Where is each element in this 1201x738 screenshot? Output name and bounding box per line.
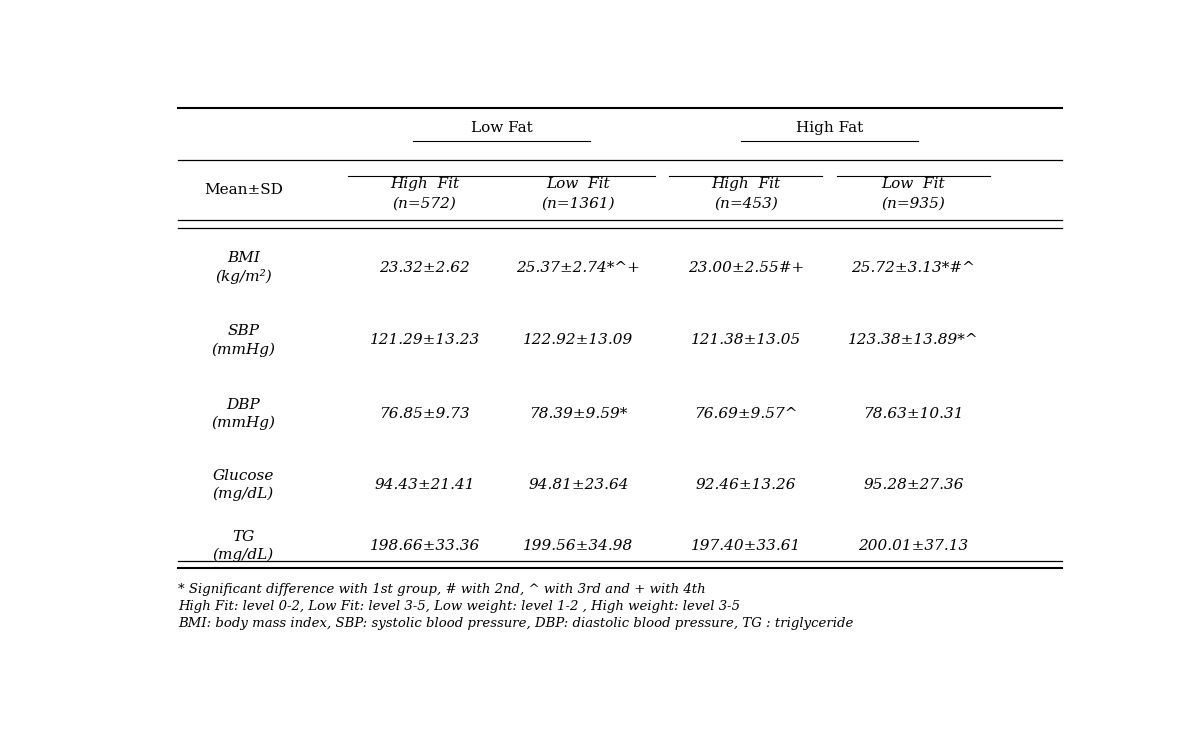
Text: 198.66±33.36: 198.66±33.36 [370, 539, 480, 553]
Text: 197.40±33.61: 197.40±33.61 [691, 539, 801, 553]
Text: 78.63±10.31: 78.63±10.31 [864, 407, 963, 421]
Text: High Fat: High Fat [796, 121, 864, 135]
Text: (mg/dL): (mg/dL) [213, 548, 274, 562]
Text: (n=1361): (n=1361) [542, 197, 615, 211]
Text: Glucose: Glucose [213, 469, 274, 483]
Text: (n=572): (n=572) [393, 197, 456, 211]
Text: High  Fit: High Fit [711, 177, 781, 191]
Text: (n=453): (n=453) [713, 197, 778, 211]
Text: SBP: SBP [227, 324, 259, 338]
Text: * Significant difference with 1st group, # with 2nd, ^ with 3rd and + with 4th: * Significant difference with 1st group,… [178, 583, 706, 596]
Text: 121.38±13.05: 121.38±13.05 [691, 334, 801, 348]
Text: 23.00±2.55#+: 23.00±2.55#+ [688, 261, 803, 275]
Text: Mean±SD: Mean±SD [204, 183, 282, 197]
Text: (mmHg): (mmHg) [211, 415, 275, 430]
Text: Low  Fit: Low Fit [882, 177, 945, 191]
Text: (mg/dL): (mg/dL) [213, 487, 274, 502]
Text: 25.72±3.13*#^: 25.72±3.13*#^ [852, 261, 975, 275]
Text: 78.39±9.59*: 78.39±9.59* [530, 407, 627, 421]
Text: 123.38±13.89*^: 123.38±13.89*^ [848, 334, 979, 348]
Text: 95.28±27.36: 95.28±27.36 [864, 478, 963, 492]
Text: (n=935): (n=935) [882, 197, 945, 211]
Text: 23.32±2.62: 23.32±2.62 [380, 261, 470, 275]
Text: 76.69±9.57^: 76.69±9.57^ [694, 407, 797, 421]
Text: 76.85±9.73: 76.85±9.73 [380, 407, 470, 421]
Text: BMI: body mass index, SBP: systolic blood pressure, DBP: diastolic blood pressur: BMI: body mass index, SBP: systolic bloo… [178, 617, 854, 630]
Text: 94.81±23.64: 94.81±23.64 [528, 478, 628, 492]
Text: BMI: BMI [227, 252, 259, 266]
Text: 92.46±13.26: 92.46±13.26 [695, 478, 796, 492]
Text: Low Fat: Low Fat [471, 121, 532, 135]
Text: 94.43±21.41: 94.43±21.41 [375, 478, 474, 492]
Text: 199.56±34.98: 199.56±34.98 [524, 539, 633, 553]
Text: TG: TG [232, 530, 255, 544]
Text: High  Fit: High Fit [390, 177, 459, 191]
Text: 25.37±2.74*^+: 25.37±2.74*^+ [516, 261, 640, 275]
Text: (kg/m²): (kg/m²) [215, 269, 271, 284]
Text: 200.01±37.13: 200.01±37.13 [859, 539, 968, 553]
Text: 122.92±13.09: 122.92±13.09 [524, 334, 633, 348]
Text: 121.29±13.23: 121.29±13.23 [370, 334, 480, 348]
Text: High Fit: level 0-2, Low Fit: level 3-5, Low weight: level 1-2 , High weight: le: High Fit: level 0-2, Low Fit: level 3-5,… [178, 600, 740, 613]
Text: (mmHg): (mmHg) [211, 342, 275, 356]
Text: DBP: DBP [226, 398, 261, 412]
Text: Low  Fit: Low Fit [546, 177, 610, 191]
